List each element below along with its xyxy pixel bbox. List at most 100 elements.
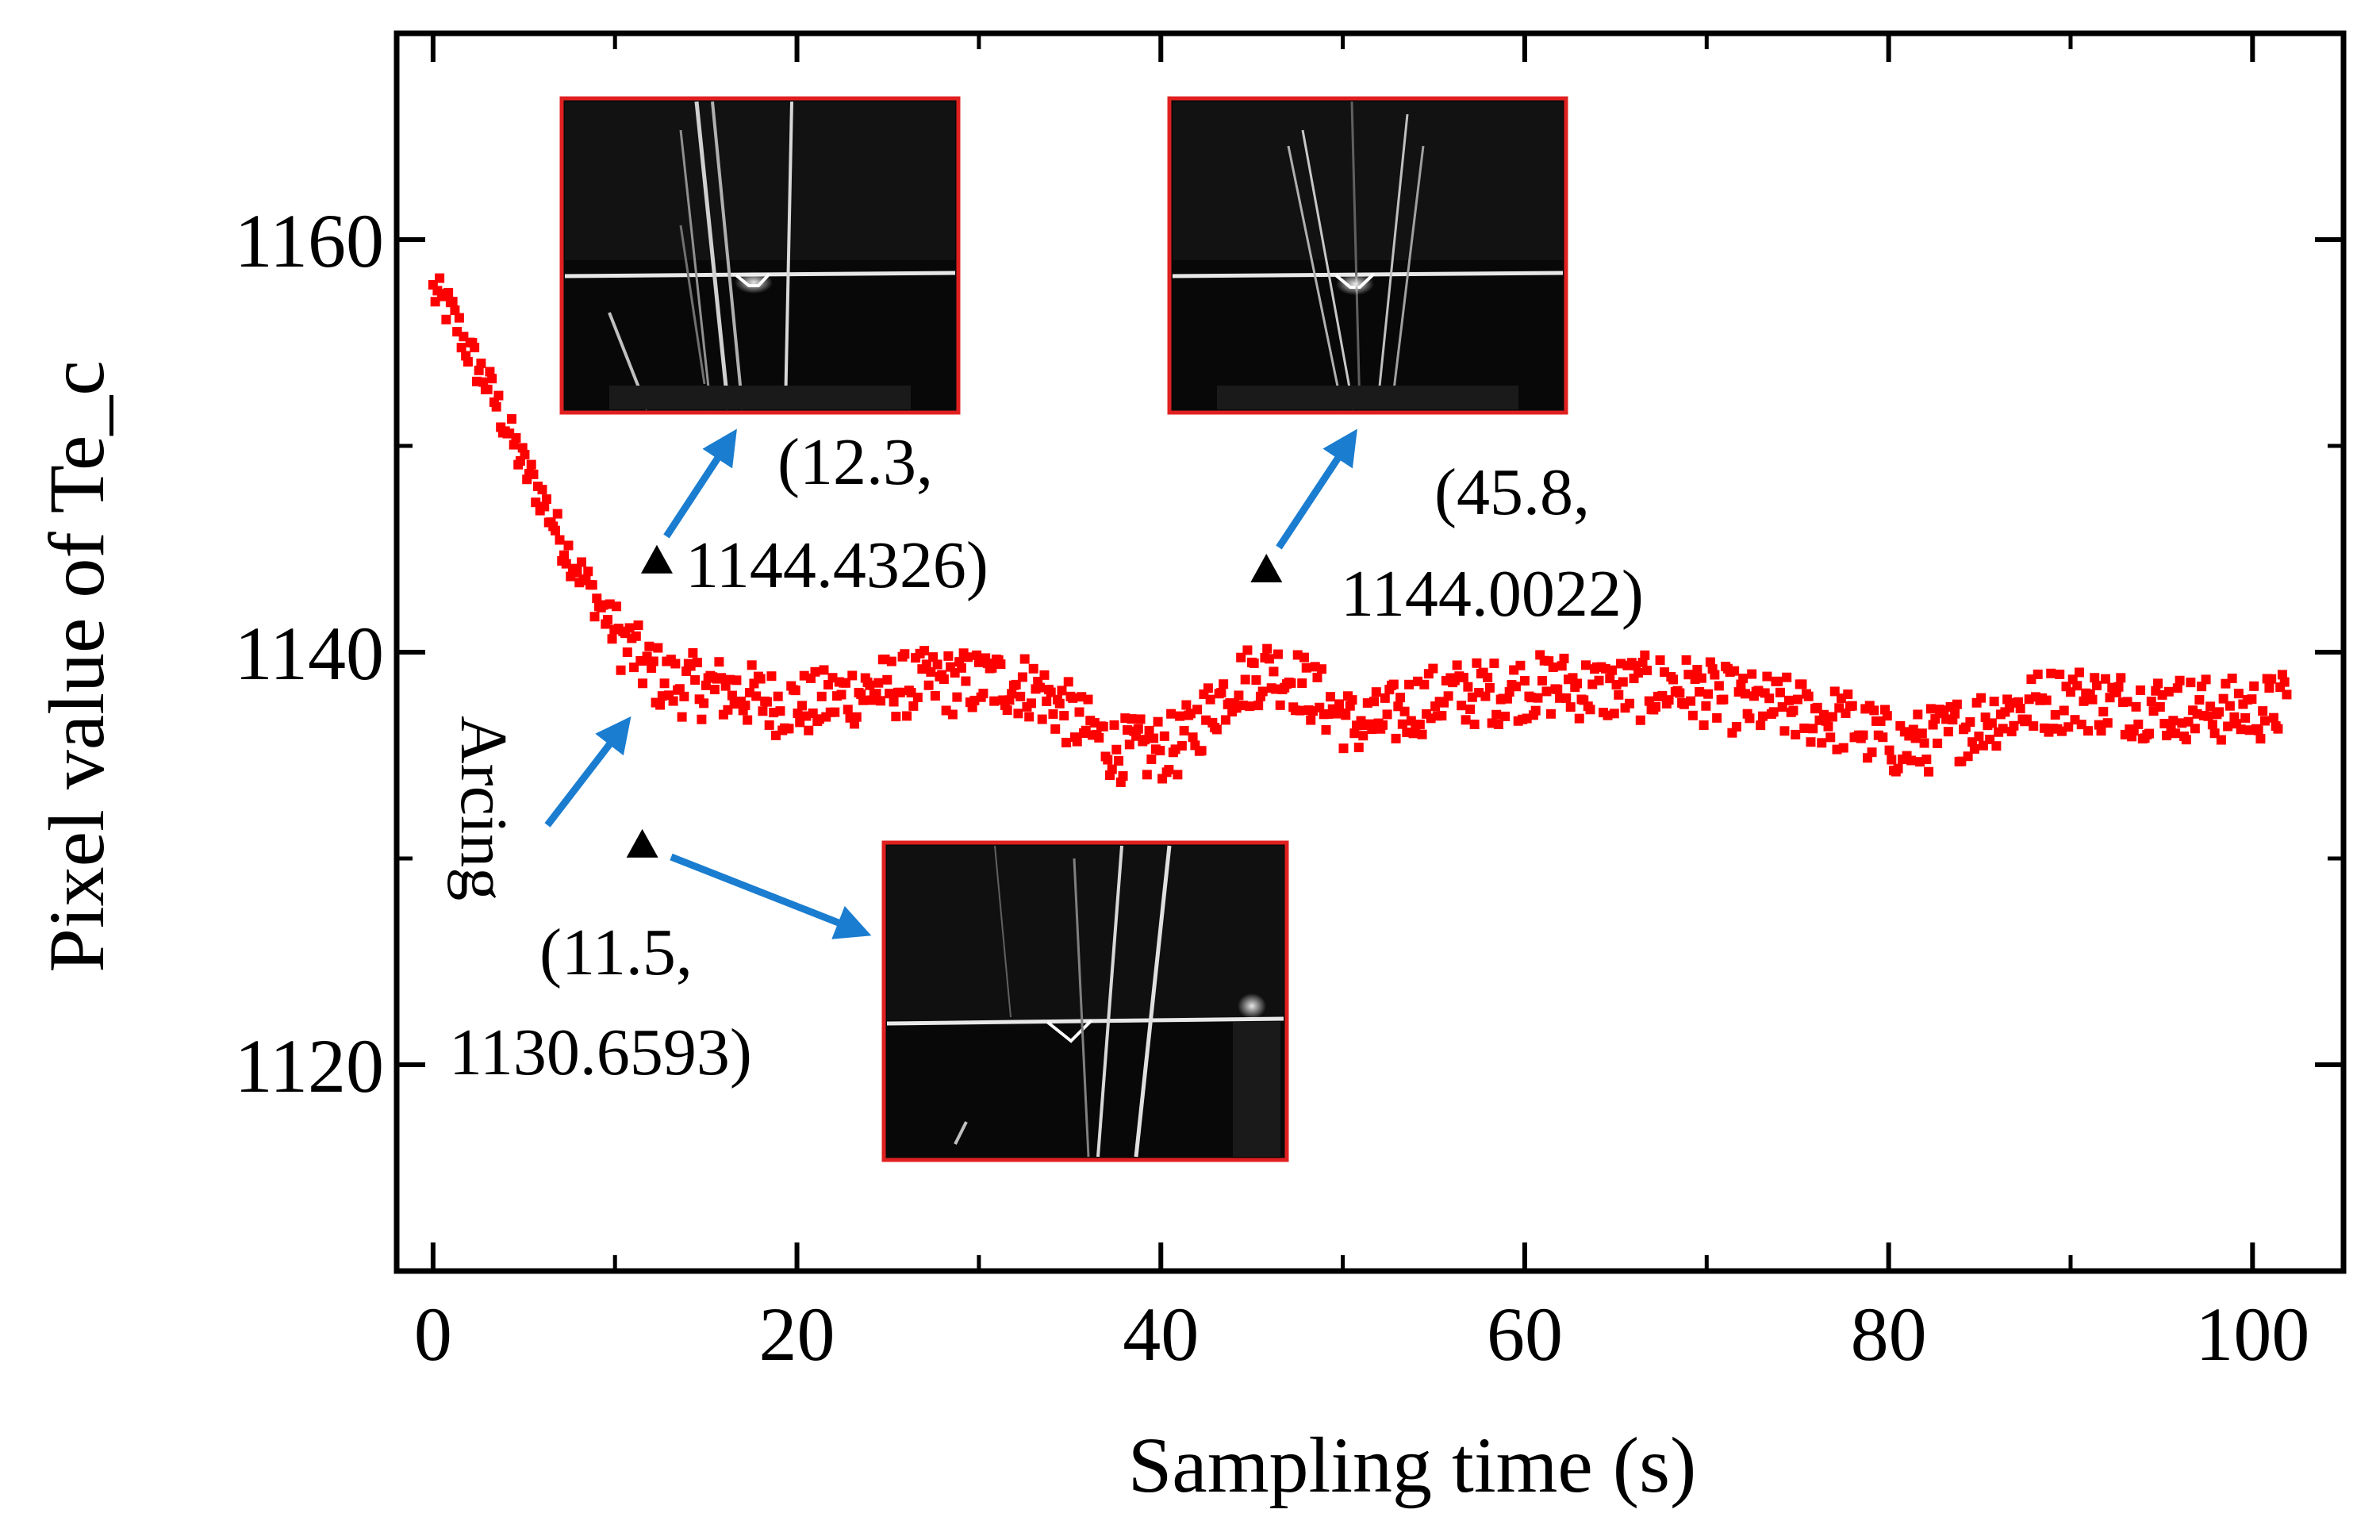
data-point	[470, 343, 480, 353]
data-point	[1159, 731, 1169, 741]
data-point	[1321, 724, 1331, 735]
x-tick-label: 40	[1123, 1292, 1199, 1377]
data-point	[2163, 686, 2174, 697]
data-point	[1380, 693, 1390, 703]
data-point	[1133, 724, 1143, 734]
data-point	[491, 401, 501, 412]
data-point	[1002, 705, 1012, 716]
data-point	[1686, 696, 1696, 706]
data-point	[961, 676, 971, 686]
data-point	[1762, 671, 1772, 682]
data-point	[668, 696, 678, 706]
data-point	[552, 509, 562, 519]
data-point	[1245, 701, 1255, 712]
data-point	[1417, 729, 1427, 739]
data-point	[1530, 705, 1541, 716]
data-point	[1063, 677, 1073, 687]
data-point	[2214, 707, 2225, 717]
data-point	[1338, 743, 1349, 754]
x-tick-label: 0	[414, 1292, 452, 1377]
data-point	[1607, 665, 1618, 675]
data-point	[555, 535, 565, 545]
data-point	[1559, 653, 1569, 663]
data-point	[2216, 735, 2226, 745]
data-point	[1493, 719, 1503, 729]
data-point	[644, 641, 654, 651]
data-point	[1061, 737, 1071, 747]
data-point	[2055, 669, 2065, 679]
data-point	[1640, 650, 1650, 660]
data-point	[805, 673, 816, 683]
data-point	[2155, 702, 2165, 712]
data-point	[435, 273, 445, 283]
data-point	[1219, 679, 1229, 689]
data-point	[1094, 732, 1104, 743]
data-point	[430, 297, 440, 307]
data-point	[1054, 698, 1065, 709]
data-point	[1998, 724, 2008, 734]
data-point	[476, 358, 486, 368]
data-point	[638, 678, 648, 689]
data-point	[1297, 678, 1307, 689]
data-point	[871, 689, 881, 699]
data-point	[1179, 725, 1189, 735]
x-tick-label: 60	[1487, 1292, 1563, 1377]
data-point	[1701, 701, 1711, 711]
data-point	[1574, 713, 1584, 724]
data-point	[1415, 720, 1425, 730]
data-point	[577, 557, 587, 567]
data-point	[633, 620, 643, 631]
data-point	[653, 643, 663, 653]
data-point	[1103, 755, 1113, 765]
data-point	[1823, 721, 1833, 732]
data-point	[1561, 693, 1572, 703]
data-point	[2277, 670, 2287, 680]
data-point	[528, 469, 539, 479]
y-tick-label: 1160	[235, 198, 384, 283]
data-point	[1046, 687, 1056, 697]
data-point	[2186, 678, 2196, 688]
data-point	[758, 706, 768, 716]
data-point	[1491, 709, 1502, 720]
data-point	[810, 666, 820, 677]
data-point	[1541, 686, 1552, 697]
data-point	[1107, 764, 1117, 774]
data-point	[539, 501, 550, 512]
data-point	[1714, 681, 1724, 691]
data-point	[1188, 732, 1198, 743]
data-point	[2201, 674, 2211, 685]
data-point	[2046, 668, 2056, 678]
data-point	[1917, 728, 1927, 739]
data-point	[1637, 658, 1648, 668]
annotation-arrows	[544, 428, 1357, 939]
data-point	[563, 540, 574, 551]
data-point	[1050, 724, 1061, 734]
data-point	[679, 691, 689, 701]
data-point	[692, 658, 702, 668]
data-point	[2131, 701, 2141, 712]
data-point	[1458, 672, 1468, 682]
data-point	[836, 689, 846, 700]
data-point	[572, 566, 582, 576]
data-point	[1164, 765, 1174, 775]
arcing-label: Arcing	[447, 716, 520, 901]
data-point	[1489, 659, 1499, 669]
data-point	[1565, 702, 1576, 712]
data-point	[1419, 679, 1430, 689]
data-point	[1858, 730, 1868, 740]
data-point	[987, 662, 997, 673]
data-point	[858, 695, 869, 705]
data-point	[1015, 691, 1026, 701]
data-point	[450, 305, 460, 315]
data-point	[1142, 770, 1152, 780]
data-point	[2096, 726, 2106, 736]
data-point	[1768, 707, 1779, 717]
data-point	[1668, 674, 1679, 685]
data-point	[2255, 734, 2266, 744]
data-point	[1175, 711, 1185, 721]
data-point	[1192, 705, 1203, 715]
data-point	[876, 696, 886, 706]
data-point	[1349, 728, 1360, 739]
data-point	[996, 659, 1006, 670]
data-point	[2087, 694, 2098, 705]
